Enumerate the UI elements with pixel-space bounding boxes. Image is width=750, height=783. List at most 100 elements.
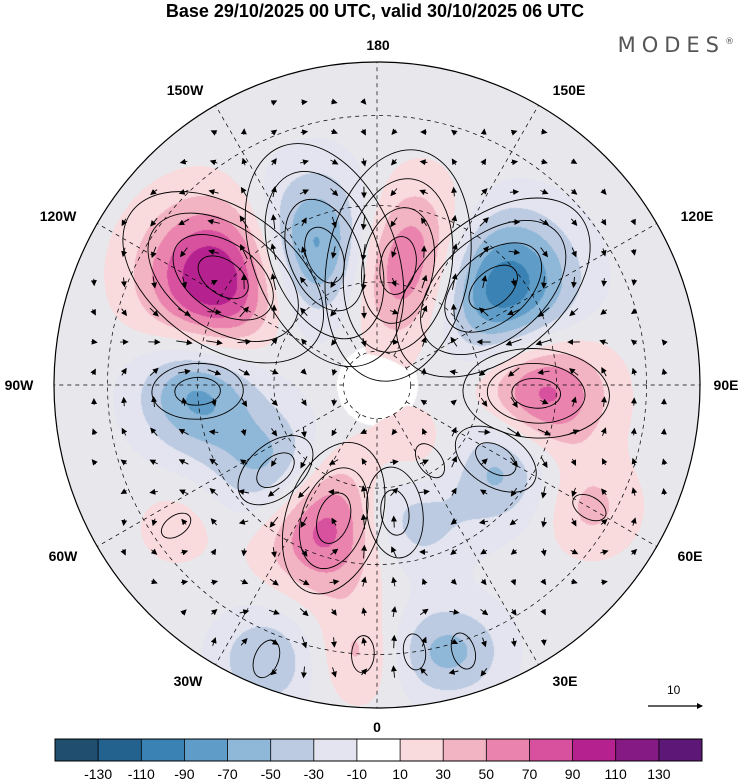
contour-low-150w-4: [244, 143, 405, 368]
wind-arrow: [300, 129, 309, 136]
wind-arrow: [240, 243, 248, 260]
lon-label-120e: 120E: [680, 208, 714, 224]
wind-arrow: [571, 276, 577, 289]
colorbar-bin-0: [55, 739, 99, 761]
contour-high-north-atlantic-1: [316, 492, 352, 544]
wind-arrow: [510, 487, 518, 497]
wind-arrow: [391, 634, 398, 649]
wind-arrow: [421, 428, 428, 436]
wind-arrow: [207, 309, 222, 316]
contour-high-subtropical-atlantic-1: [160, 512, 192, 539]
wind-arrow: [360, 337, 367, 347]
wind-arrow: [419, 667, 428, 676]
wind-arrow: [540, 578, 547, 586]
wind-arrow: [420, 399, 428, 406]
colorbar-tick-label: 90: [564, 766, 581, 782]
wind-arrow: [419, 159, 428, 166]
wind-arrow: [331, 338, 338, 346]
wind-arrow: [449, 369, 458, 376]
wind-arrow: [149, 459, 158, 466]
wind-arrow: [299, 579, 310, 586]
wind-arrow: [630, 548, 638, 556]
wind-arrow: [120, 548, 126, 556]
wind-arrow: [178, 459, 189, 465]
wind-arrow: [180, 579, 189, 586]
colorbar-bin-6: [313, 739, 358, 761]
wind-arrow: [209, 488, 219, 496]
wind-arrow: [420, 217, 427, 226]
colorbar-tick-label: 10: [392, 766, 408, 782]
wind-arrow: [179, 158, 188, 165]
wind-arrow: [121, 218, 128, 227]
wind-arrow: [331, 216, 337, 229]
wind-arrow: [480, 458, 488, 466]
reference-vector-label: 10: [667, 683, 681, 697]
wind-arrow: [540, 486, 547, 499]
wind-arrow: [90, 368, 96, 376]
wind-arrow: [300, 398, 307, 407]
wind-arrow: [537, 307, 550, 318]
wind-arrow: [661, 458, 668, 465]
contour-high-120w-4: [122, 191, 324, 364]
wind-arrow: [661, 339, 668, 346]
meridian-120: [406, 223, 657, 369]
wind-arrow: [240, 578, 249, 585]
wind-arrow: [630, 427, 637, 436]
wind-arrow: [631, 457, 638, 466]
wind-arrow: [331, 517, 338, 526]
wind-arrow: [300, 368, 307, 375]
wind-arrow: [206, 339, 223, 346]
lon-label-90e: 90E: [713, 377, 739, 393]
contour-high-north-atlantic-2: [299, 467, 369, 570]
wind-arrow: [120, 367, 127, 376]
wind-arrow: [361, 607, 368, 616]
wind-arrow: [510, 278, 517, 287]
wind-arrow: [540, 247, 549, 258]
wind-arrow: [478, 368, 489, 377]
contour-low-120e-3: [420, 219, 567, 356]
wind-arrow: [299, 276, 308, 287]
wind-arrow: [330, 548, 339, 556]
wind-arrow: [300, 456, 308, 469]
wind-arrow: [270, 368, 279, 375]
wind-arrow: [509, 518, 518, 526]
wind-arrow: [181, 397, 188, 406]
wind-arrow: [269, 578, 279, 586]
colorbar-frame: [54, 738, 703, 762]
wind-arrow: [421, 578, 428, 585]
contour-low-scandinavia-1: [380, 489, 410, 536]
wind-arrow: [149, 367, 159, 376]
colorbar-tick-label: 50: [478, 766, 495, 782]
wind-arrow: [210, 579, 219, 586]
wind-arrow: [510, 159, 519, 166]
wind-arrow: [510, 129, 518, 136]
contour-low-west-siberia-2: [454, 425, 537, 493]
wind-arrow: [571, 247, 577, 258]
wind-arrow: [390, 158, 398, 166]
wind-arrow: [600, 218, 607, 226]
wind-arrow: [661, 368, 668, 375]
wind-arrow: [120, 459, 128, 466]
modes-logo: MODES®: [618, 33, 734, 57]
wind-arrow: [390, 217, 398, 228]
wind-arrow: [478, 429, 491, 436]
wind-arrow: [480, 397, 488, 407]
wind-arrow: [601, 367, 607, 377]
wind-arrow: [270, 243, 277, 260]
wind-arrow: [630, 339, 638, 346]
wind-arrow: [150, 427, 158, 436]
lon-label-150w: 150W: [166, 82, 204, 98]
wind-arrow: [391, 428, 398, 436]
wind-arrow: [661, 488, 668, 496]
wind-arrow: [600, 188, 607, 195]
wind-arrow: [510, 578, 517, 586]
wind-arrow: [301, 99, 308, 106]
wind-arrow: [331, 428, 338, 437]
wind-arrow: [150, 217, 158, 227]
wind-arrow: [240, 428, 247, 436]
wind-arrow: [450, 487, 457, 496]
contour-low-east-med-1: [450, 632, 477, 670]
wind-arrow: [451, 214, 458, 229]
wind-arrow: [570, 188, 578, 195]
wind-arrow: [480, 609, 489, 616]
